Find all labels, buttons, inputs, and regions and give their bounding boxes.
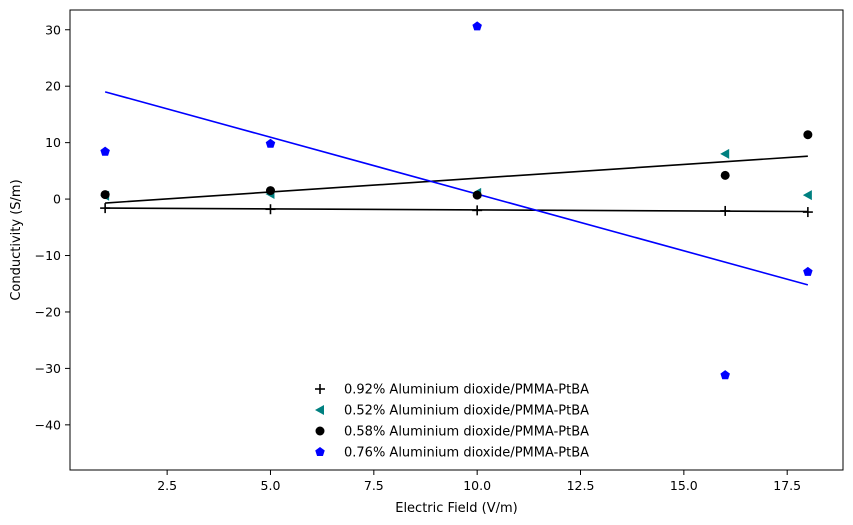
point-series-3-3 xyxy=(472,190,482,200)
point-series-3-4 xyxy=(720,170,730,180)
legend-label-4: 0.76% Aluminium dioxide/PMMA-PtBA xyxy=(344,446,589,461)
point-series-1-1 xyxy=(100,203,111,214)
axes xyxy=(69,9,844,471)
legend: 0.92% Aluminium dioxide/PMMA-PtBA 0.52% A… xyxy=(315,383,589,461)
x-tick-label: 15.0 xyxy=(670,478,698,493)
legend-label-3: 0.58% Aluminium dioxide/PMMA-PtBA xyxy=(344,425,589,440)
point-series-1-3 xyxy=(472,205,483,216)
ticks: 2.5 5.0 7.5 10.0 12.5 15.0 17.5 −40 −30 −20 −10 0 10… xyxy=(35,22,802,493)
x-axis-label: Electric Field (V/m) xyxy=(395,501,518,516)
point-series-2-5 xyxy=(802,190,812,201)
legend-marker-4 xyxy=(315,447,325,457)
legend-label-2: 0.52% Aluminium dioxide/PMMA-PtBA xyxy=(344,404,589,419)
data-points xyxy=(100,21,813,380)
fit-line-series-1 xyxy=(105,207,808,213)
legend-marker-2 xyxy=(315,405,324,415)
plot-frame xyxy=(69,9,844,471)
y-tick-label: −40 xyxy=(35,417,61,432)
x-tick-label: 2.5 xyxy=(157,478,177,493)
point-series-1-4 xyxy=(720,205,731,216)
fit-line-series-3 xyxy=(105,155,808,204)
y-tick-label: 0 xyxy=(53,192,61,207)
fit-line-series-4 xyxy=(104,91,809,286)
x-tick-label: 17.5 xyxy=(773,478,801,493)
x-tick-label: 10.0 xyxy=(463,478,491,493)
legend-marker-3 xyxy=(315,426,325,436)
point-series-1-2 xyxy=(265,204,276,215)
y-tick-label: −20 xyxy=(35,304,61,319)
point-series-4-1 xyxy=(100,146,110,156)
point-series-1-5 xyxy=(802,207,813,218)
point-series-3-2 xyxy=(265,186,275,196)
point-series-4-2 xyxy=(265,138,276,148)
point-series-4-4 xyxy=(720,370,730,380)
point-series-4-5 xyxy=(803,266,813,276)
x-tick-label: 5.0 xyxy=(261,478,281,493)
legend-marker-1 xyxy=(315,384,325,394)
y-tick-label: −30 xyxy=(35,361,61,376)
point-series-2-4 xyxy=(720,148,730,159)
y-tick-label: 20 xyxy=(45,79,61,94)
point-series-3-5 xyxy=(803,130,813,140)
y-tick-label: 10 xyxy=(45,135,61,150)
x-tick-label: 7.5 xyxy=(364,478,384,493)
y-tick-label: 30 xyxy=(45,22,61,37)
fit-lines xyxy=(104,91,809,286)
point-series-4-3 xyxy=(472,21,482,31)
point-series-3-1 xyxy=(100,190,110,200)
y-tick-label: −10 xyxy=(35,248,61,263)
y-axis-label: Conductivity (S/m) xyxy=(9,179,24,300)
x-tick-label: 12.5 xyxy=(567,478,595,493)
legend-label-1: 0.92% Aluminium dioxide/PMMA-PtBA xyxy=(344,383,589,398)
